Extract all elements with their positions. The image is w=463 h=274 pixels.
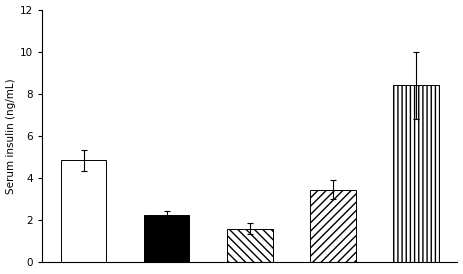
Bar: [393, 85, 439, 262]
Bar: [61, 160, 106, 262]
Bar: [144, 215, 189, 262]
Bar: [310, 190, 356, 262]
Bar: [227, 229, 273, 262]
Y-axis label: Serum insulin (ng/mL): Serum insulin (ng/mL): [6, 78, 16, 194]
